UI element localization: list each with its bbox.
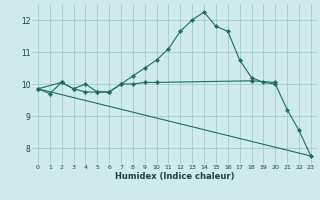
X-axis label: Humidex (Indice chaleur): Humidex (Indice chaleur) bbox=[115, 172, 234, 181]
